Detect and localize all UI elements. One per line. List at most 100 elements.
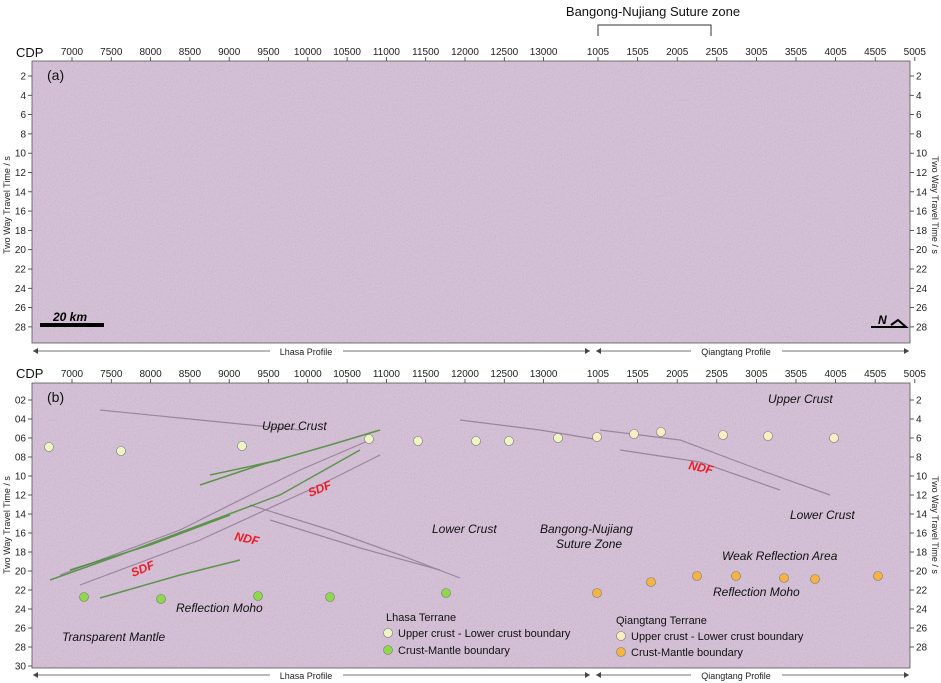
suture-header-title: Bangong-Nujiang Suture zone: [566, 4, 740, 19]
legend-qiangtang-moho-swatch: [616, 647, 626, 657]
cdp-tick-label: 12500: [490, 47, 518, 58]
cdp-axis-a: 7000 7500 8000 8500 9000 9500 10000 10500 11000 1…: [61, 47, 926, 61]
cdp-tick-label: 7000: [61, 369, 84, 380]
y-tick-label: 10: [15, 149, 27, 160]
cdp-tick-label: 11500: [412, 47, 440, 58]
y-tick-label: 24: [916, 605, 928, 616]
qiangtang-upper-marker: [718, 430, 728, 440]
label-ndf-qiangtang: NDF: [687, 458, 715, 477]
cdp-tick-label: 1505: [626, 369, 649, 380]
y-tick-label: 20: [916, 245, 928, 256]
legend-lhasa-moho-swatch: [383, 645, 393, 655]
y-tick-label: 28: [15, 643, 27, 654]
y-axis-title-a-left: Two Way Travel Time / s: [2, 156, 12, 254]
label-upper-crust-lhasa: Upper Crust: [262, 419, 327, 433]
north-arrow-icon: [871, 318, 909, 328]
profile-arrows-b: Lhasa Profile Qiangtang Profile: [33, 669, 909, 681]
cdp-tick-label: 11000: [373, 47, 401, 58]
y-tick-label: 6: [916, 434, 922, 445]
boundary-markers: [44, 427, 883, 604]
scale-bar-label: 20 km: [52, 310, 87, 324]
y-tick-label: 2: [20, 72, 26, 83]
legend-qiangtang: Qiangtang Terrane Upper crust - Lower cr…: [616, 615, 804, 659]
lhasa-moho-marker: [156, 594, 166, 604]
label-moho-lhasa: Reflection Moho: [176, 601, 263, 615]
y-axis-title-b-left: Two Way Travel Time / s: [2, 476, 12, 574]
y-axis-title-a-right: Two Way Travel Time / s: [930, 156, 940, 254]
cdp-tick-label: 8500: [179, 369, 202, 380]
cdp-tick-label: 4005: [824, 369, 847, 380]
y-tick-label: 6: [20, 110, 26, 121]
y-tick-label: 14: [15, 187, 27, 198]
label-upper-crust-qiangtang: Upper Crust: [768, 392, 833, 406]
qiangtang-moho-marker: [779, 573, 789, 583]
cdp-tick-label: 3005: [745, 47, 768, 58]
y-tick-label: 10: [15, 472, 27, 483]
cdp-label-a: CDP: [16, 45, 43, 60]
y-tick-label: 8: [20, 129, 26, 140]
reflector-traces: [59, 409, 831, 586]
label-suture-line2: Suture Zone: [556, 537, 622, 551]
legend-lhasa-upper-swatch: [383, 628, 393, 638]
y-tick-label: 02: [15, 396, 27, 407]
label-transparent-mantle: Transparent Mantle: [62, 630, 165, 644]
cdp-tick-label: 8000: [139, 47, 162, 58]
lhasa-upper-marker: [364, 434, 374, 444]
qiangtang-moho-marker: [873, 571, 883, 581]
cdp-tick-label: 12000: [451, 47, 479, 58]
y-tick-label: 04: [15, 415, 27, 426]
y-tick-label: 4: [916, 91, 922, 102]
qiangtang-moho-marker: [731, 571, 741, 581]
qiangtang-upper-marker: [763, 431, 773, 441]
cdp-tick-label: 10500: [333, 47, 361, 58]
cdp-tick-label: 4505: [864, 47, 887, 58]
qiangtang-moho-marker: [646, 577, 656, 587]
y-tick-label: 16: [15, 529, 27, 540]
cdp-tick-label: 10000: [294, 369, 322, 380]
qiangtang-upper-marker: [629, 429, 639, 439]
y-tick-label: 26: [15, 303, 27, 314]
legend-qiangtang-upper-swatch: [616, 631, 626, 641]
y-tick-label: 18: [15, 548, 27, 559]
cdp-tick-label: 4005: [824, 47, 847, 58]
profile-label-qiangtang-a: Qiangtang Profile: [701, 347, 771, 357]
y-tick-label: 14: [916, 187, 928, 198]
y-tick-label: 2: [916, 72, 922, 83]
cdp-axis-b: 7000 7500 8000 8500 9000 9500 10000 10500 11000 1…: [61, 369, 926, 383]
y-tick-label: 20: [916, 567, 928, 578]
suture-bracket: [597, 24, 712, 36]
y-tick-label: 18: [15, 226, 27, 237]
y-tick-label: 10: [916, 149, 928, 160]
y-tick-label: 26: [916, 624, 928, 635]
legend-lhasa-moho-label: Crust-Mantle boundary: [398, 645, 510, 657]
y-tick-label: 8: [916, 453, 922, 464]
label-moho-qiangtang: Reflection Moho: [713, 585, 800, 599]
y-tick-label: 22: [15, 586, 27, 597]
profile-label-lhasa-a: Lhasa Profile: [280, 347, 333, 357]
lhasa-upper-marker: [237, 441, 247, 451]
label-ndf-lhasa: NDF: [233, 529, 261, 548]
y-axis-title-b-right: Two Way Travel Time / s: [930, 476, 940, 574]
y-tick-label: 4: [916, 415, 922, 426]
qiangtang-moho-marker: [592, 588, 602, 598]
lhasa-upper-marker: [504, 436, 514, 446]
y-tick-label: 26: [916, 303, 928, 314]
cdp-tick-label: 8000: [139, 369, 162, 380]
lhasa-moho-marker: [325, 592, 335, 602]
lhasa-upper-marker: [44, 442, 54, 452]
cdp-tick-label: 7500: [100, 369, 123, 380]
lhasa-upper-marker: [471, 436, 481, 446]
y-tick-label: 4: [20, 91, 26, 102]
label-weak-reflection: Weak Reflection Area: [722, 549, 838, 563]
cdp-tick-label: 4505: [864, 369, 887, 380]
north-arrow-label: N: [878, 313, 887, 327]
y-tick-label: 16: [916, 529, 928, 540]
cdp-tick-label: 13000: [530, 47, 558, 58]
cdp-tick-label: 9000: [218, 369, 241, 380]
cdp-tick-label: 1005: [587, 369, 610, 380]
cdp-tick-label: 11500: [412, 369, 440, 380]
qiangtang-upper-marker: [592, 432, 602, 442]
legend-lhasa-title: Lhasa Terrane: [386, 612, 456, 624]
